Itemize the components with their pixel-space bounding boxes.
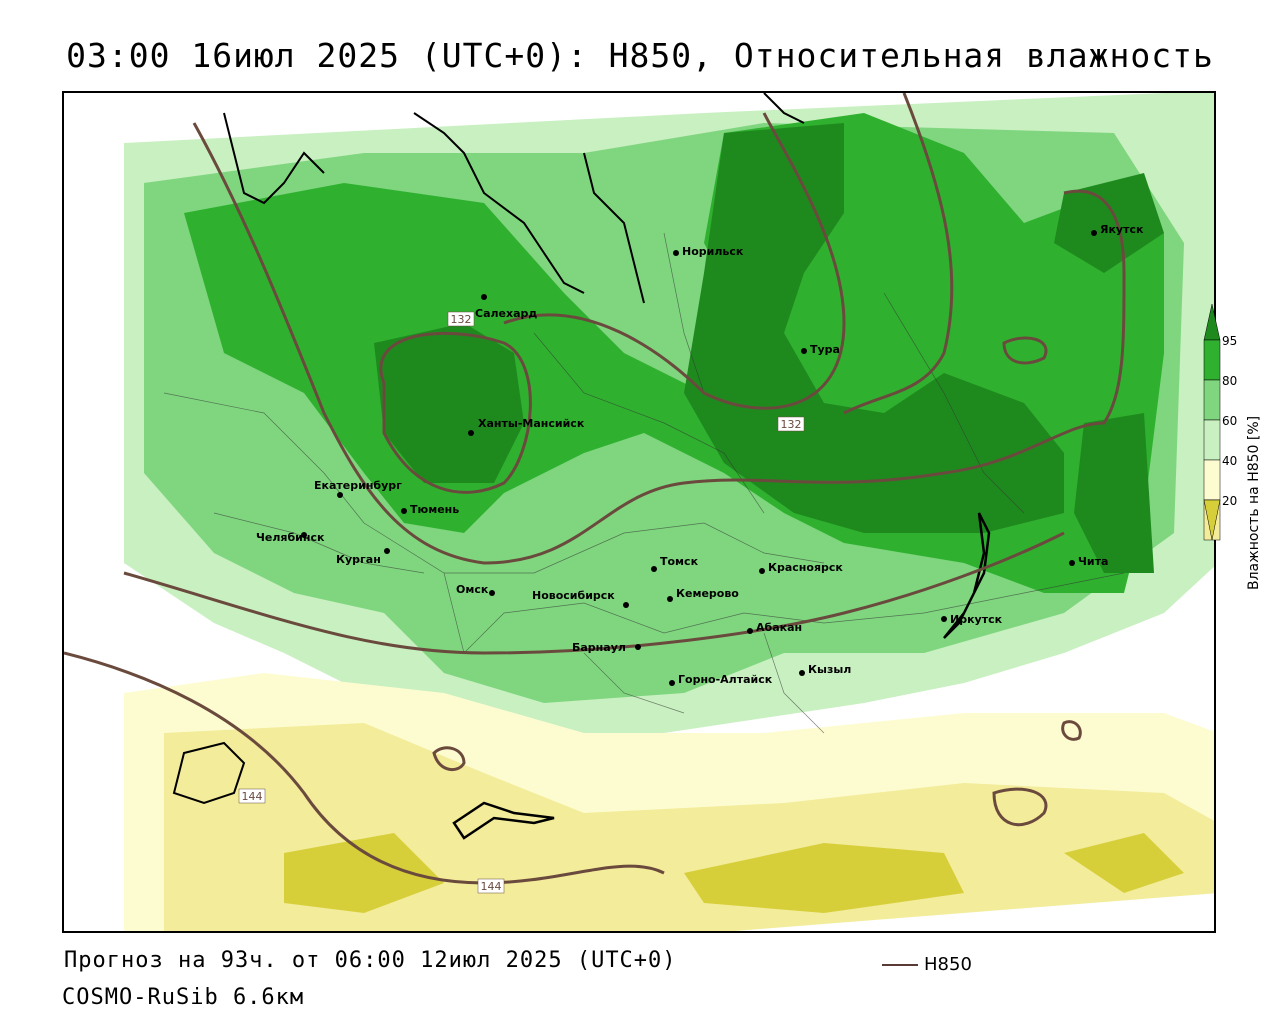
svg-text:Омск: Омск [456,583,489,596]
aral-sea [172,741,246,805]
svg-text:Челябинск: Челябинск [256,531,325,544]
svg-text:132: 132 [781,418,802,431]
city-norilsk: Норильск [673,245,744,258]
map-title: 03:00 16июл 2025 (UTC+0): H850, Относите… [66,36,1214,75]
colorbar-tick-40: 40 [1222,454,1238,468]
h850-contours [64,93,1126,885]
svg-text:144: 144 [481,880,502,893]
contour-legend: H850 [882,954,972,975]
contour-ring-3 [1061,720,1082,741]
colorbar-top-arrow [1203,303,1221,341]
map-canvas: 132 132 144 144 Норильск Якутск Салехард… [64,93,1214,931]
svg-text:Тюмень: Тюмень [410,503,459,516]
contour-label-1: 132 [447,311,475,327]
colorbar-bottom-arrow [1203,499,1221,541]
svg-text:Кемерово: Кемерово [676,587,739,600]
colorbar-title: Влажность на Н850 [%] [1246,415,1262,590]
colorbar-95-80 [1203,339,1221,381]
colorbar-40-20 [1203,459,1221,501]
region-borders [163,232,1125,734]
dry-zone-strong-2 [684,843,964,913]
contour-132-main [192,122,1126,565]
city-gorno-altaysk: Горно-Алтайск [669,673,773,686]
city-abakan: Абакан [747,621,802,634]
svg-text:Курган: Курган [336,553,381,566]
svg-text:Тура: Тура [810,343,840,356]
svg-text:Горно-Алтайск: Горно-Алтайск [678,673,773,686]
city-irkutsk: Иркутск [941,613,1003,626]
svg-text:Норильск: Норильск [682,245,744,258]
city-ekaterinburg: Екатеринбург [314,479,402,498]
svg-text:Ханты-Мансийск: Ханты-Мансийск [478,417,585,430]
city-barnaul: Барнаул [572,641,641,654]
svg-text:132: 132 [451,313,472,326]
svg-text:Кызыл: Кызыл [808,663,851,676]
svg-text:Якутск: Якутск [1100,223,1144,236]
humidity-zone-very-high-west [374,323,524,483]
city-omsk: Омск [456,583,495,596]
colorbar-tick-95: 95 [1222,334,1238,348]
colorbar-tick-20: 20 [1222,494,1238,508]
svg-text:144: 144 [242,790,263,803]
svg-text:Абакан: Абакан [756,621,802,634]
contour-144-1 [123,531,1065,655]
svg-text:Салехард: Салехард [475,307,537,320]
svg-text:Барнаул: Барнаул [572,641,626,654]
forecast-info: Прогноз на 93ч. от 06:00 12июл 2025 (UTC… [64,948,677,973]
colorbar-tick-80: 80 [1222,374,1238,388]
colorbar-tick-60: 60 [1222,414,1238,428]
city-krasnoyarsk: Красноярск [759,561,843,574]
svg-text:Томск: Томск [660,555,699,568]
city-yakutsk: Якутск [1091,223,1144,236]
contour-144-2 [64,651,665,885]
colorbar-60-40 [1203,419,1221,461]
svg-text:Красноярск: Красноярск [768,561,843,574]
city-tura: Тура [801,343,840,356]
city-novosibirsk: Новосибирск [532,589,629,608]
svg-text:Чита: Чита [1078,555,1108,568]
svg-text:Иркутск: Иркутск [950,613,1003,626]
humidity-zone-very-high-ne [1054,173,1164,273]
contour-ring-1 [432,746,466,772]
city-tyumen: Тюмень [401,503,459,516]
colorbar-80-60 [1203,379,1221,421]
contour-132-ring [379,331,532,494]
contour-legend-label: H850 [924,954,972,975]
contour-swatch [882,964,918,966]
no-data-bottom [734,893,1214,931]
dry-zone-strong-3 [1064,833,1184,893]
lake-balkhash [452,801,555,840]
dry-zone-strong-1 [284,833,444,913]
model-name: COSMO-RuSib 6.6км [62,985,305,1010]
city-kemerovo: Кемерово [667,587,739,602]
city-chita: Чита [1069,555,1108,568]
city-chelyabinsk: Челябинск [256,531,325,544]
city-salekhard: Салехард [475,294,537,320]
city-kurgan: Курган [336,548,390,566]
coastlines [223,93,805,304]
contour-label-2: 132 [777,416,805,432]
contour-132-north [503,112,846,410]
humidity-colorbar [1203,303,1221,541]
svg-text:Екатеринбург: Екатеринбург [314,479,402,492]
lake-baikal [943,512,991,639]
city-khanty-mansiysk: Ханты-Мансийск [468,417,585,436]
map-panel: 132 132 144 144 Норильск Якутск Салехард… [62,91,1216,933]
contour-label-4: 144 [477,878,505,894]
humidity-zone-very-high-se [1074,413,1154,573]
svg-text:Новосибирск: Новосибирск [532,589,615,602]
no-data-area [64,93,124,931]
contour-ring-4 [1002,336,1048,365]
city-kyzyl: Кызыл [799,663,851,676]
contour-ring-2 [992,787,1048,827]
city-tomsk: Томск [651,555,699,572]
contour-label-3: 144 [238,788,266,804]
contour-132-east [843,93,954,415]
